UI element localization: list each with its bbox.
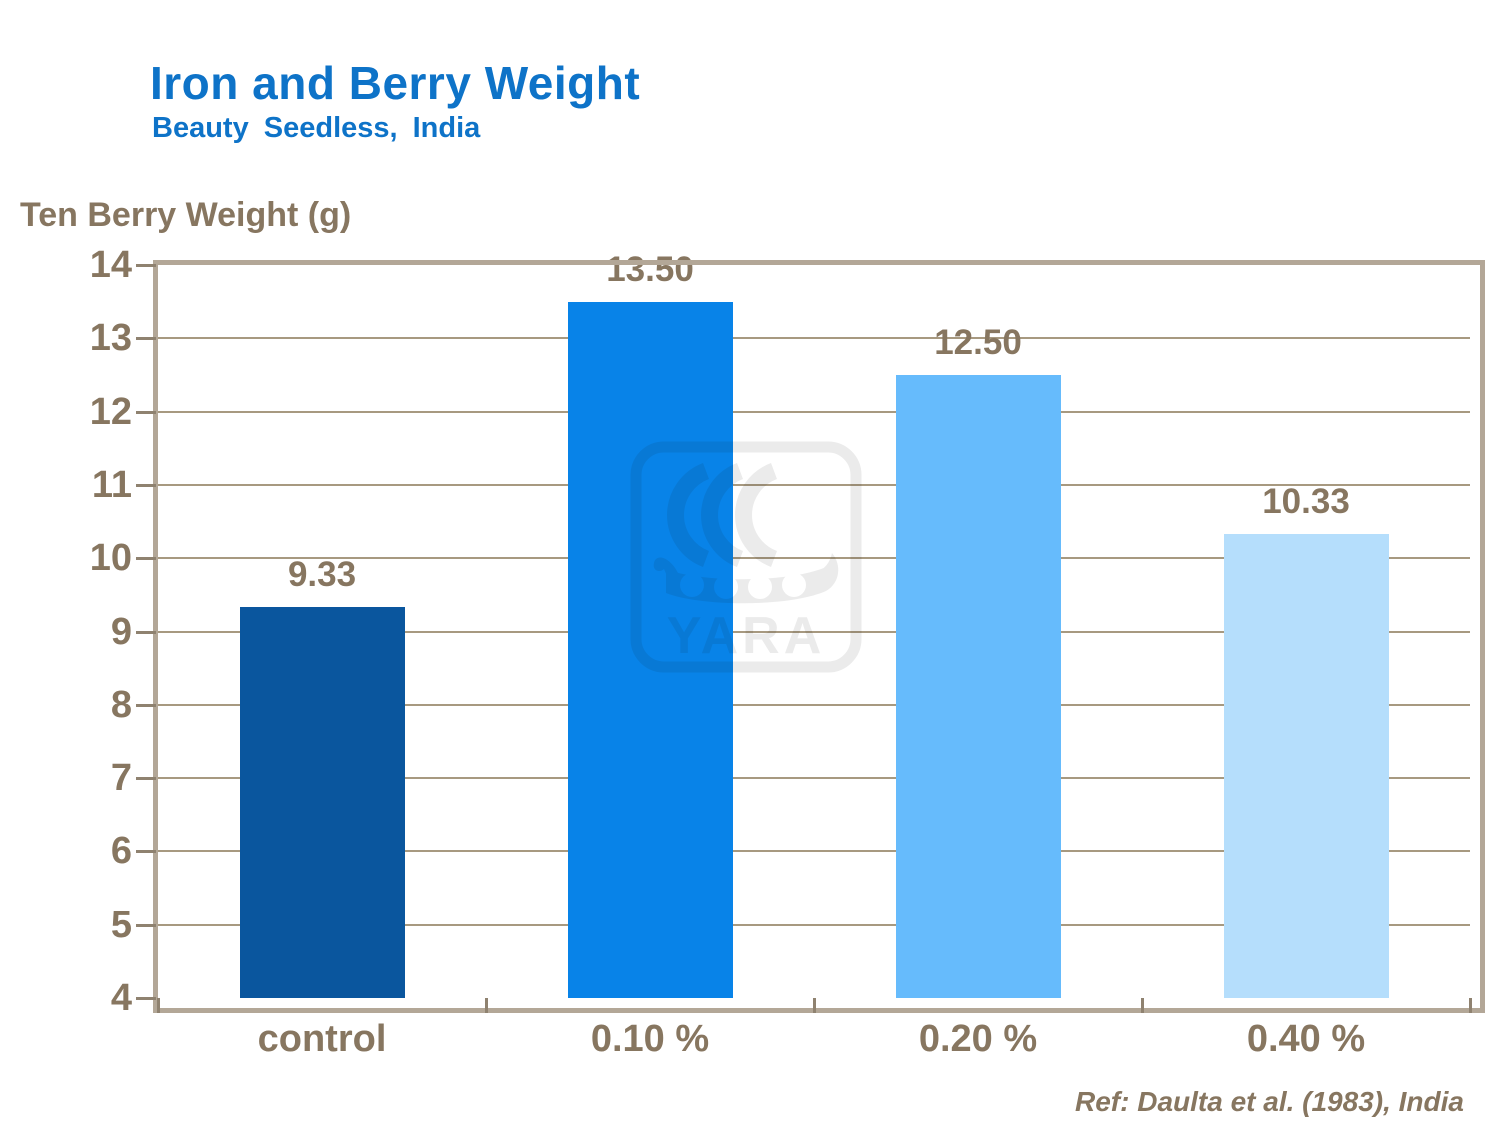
y-tick-label: 11 [91,463,132,506]
x-tick-mark [812,998,816,1013]
y-tick-mark [136,483,156,487]
y-axis-title: Ten Berry Weight (g) [20,196,352,234]
x-category-label: 0.10 % [590,1018,710,1060]
y-tick-mark [136,850,156,854]
y-tick-mark [136,410,156,414]
x-tick-mark [484,998,488,1013]
x-category-label: 0.20 % [918,1018,1038,1060]
y-tick-label: 7 [110,757,132,800]
reference-text: Ref: Daulta et al. (1983), India [1075,1086,1464,1117]
bar-value-label: 12.50 [934,322,1022,362]
chart-title: Iron and Berry Weight [150,57,641,109]
bar-value-label: 13.50 [606,249,694,289]
y-tick-label: 9 [110,610,132,653]
y-tick-mark [136,557,156,561]
chart-subtitle: Beauty Seedless, India [152,112,481,144]
y-tick-label: 14 [89,244,132,286]
y-tick-label: 12 [89,390,132,433]
y-tick-label: 6 [110,830,132,873]
gridline [158,850,1470,853]
y-tick-label: 8 [110,683,132,726]
bar-value-label: 9.33 [287,555,357,595]
gridline [158,703,1470,706]
y-tick-label: 4 [110,977,132,1019]
y-tick-mark [136,630,156,634]
y-tick-label: 13 [89,317,132,360]
bar-0-20- [895,374,1061,998]
bar-value-label: 10.33 [1262,482,1350,521]
y-tick-mark [136,777,156,781]
y-tick-label: 5 [110,903,132,946]
gridline [158,923,1470,926]
bar-control [239,607,405,998]
y-tick-label: 10 [89,537,132,580]
y-tick-mark [136,923,156,927]
y-tick-mark [136,264,156,267]
y-tick-mark [136,337,156,341]
x-category-label: 0.40 % [1246,1018,1366,1060]
x-tick-mark [156,998,160,1013]
x-category-label: control [257,1018,387,1060]
y-tick-mark [136,703,156,707]
x-tick-mark [1140,998,1144,1013]
bar-0-10- [567,301,733,998]
gridline [158,410,1470,413]
plot-area: YARA [153,260,1485,1013]
gridline [158,777,1470,780]
bar-0-40- [1223,534,1389,998]
gridline [158,337,1470,340]
y-tick-mark [136,997,156,1000]
x-tick-mark [1468,998,1472,1013]
